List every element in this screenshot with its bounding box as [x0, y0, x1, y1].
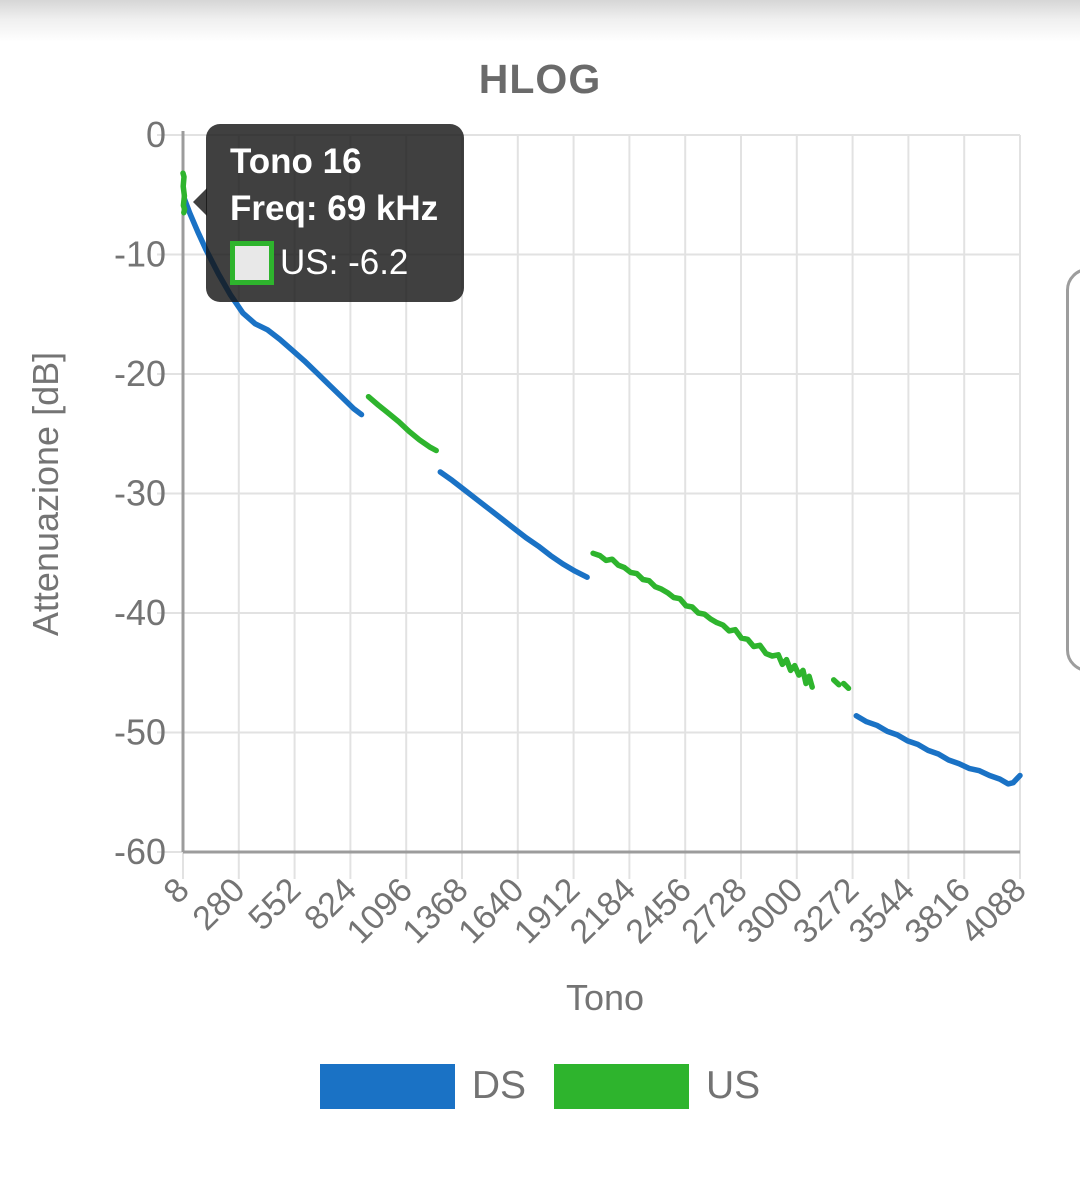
series-line-us[interactable]	[365, 393, 439, 454]
legend-swatch-ds	[319, 1063, 455, 1109]
legend-label: US	[706, 1064, 761, 1107]
x-tick-label: 4088	[953, 871, 1033, 951]
status-bar-scrim	[0, 0, 1080, 42]
tooltip: Tono 16 Freq: 69 kHz US: -6.2	[193, 124, 464, 302]
y-tick-label: 0	[146, 114, 166, 155]
tooltip-frequency: Freq: 69 kHz	[230, 189, 439, 228]
series-line-us[interactable]	[590, 550, 815, 690]
y-tick-label: -60	[114, 831, 166, 872]
chart-title: HLOG	[478, 56, 602, 102]
legend-label: DS	[471, 1064, 526, 1107]
series-line-ds[interactable]	[437, 469, 590, 580]
tooltip-caret-icon	[193, 188, 207, 216]
legend-item-ds[interactable]: DS	[319, 1063, 526, 1109]
tooltip-title: Tono 16	[230, 142, 362, 181]
series-line-us[interactable]	[180, 170, 188, 216]
legend-item-us[interactable]: US	[554, 1063, 761, 1109]
series-line-ds[interactable]	[181, 195, 365, 418]
series-line-us[interactable]	[830, 677, 842, 688]
tooltip-series-swatch	[230, 241, 274, 285]
y-tick-label: -10	[114, 234, 166, 275]
hlog-plot-area[interactable]: 0-10-20-30-40-50-60828055282410961368164…	[0, 0, 1080, 1056]
tooltip-series-value: US: -6.2	[280, 243, 409, 282]
series-line-ds[interactable]	[853, 713, 1023, 787]
x-tick-label: 552	[241, 871, 308, 938]
legend-swatch-us	[554, 1063, 689, 1109]
y-tick-label: -40	[114, 592, 166, 633]
y-axis-title: Attenuazione [dB]	[25, 352, 66, 636]
series-line-us[interactable]	[840, 680, 852, 692]
y-tick-label: -20	[114, 353, 166, 394]
y-tick-label: -30	[114, 473, 166, 514]
x-axis-title: Tono	[566, 977, 644, 1018]
y-tick-label: -50	[114, 712, 166, 753]
x-tick-label: 280	[185, 871, 252, 938]
side-panel-edge[interactable]	[1066, 268, 1080, 672]
chart-legend: DS US	[0, 1056, 1080, 1116]
